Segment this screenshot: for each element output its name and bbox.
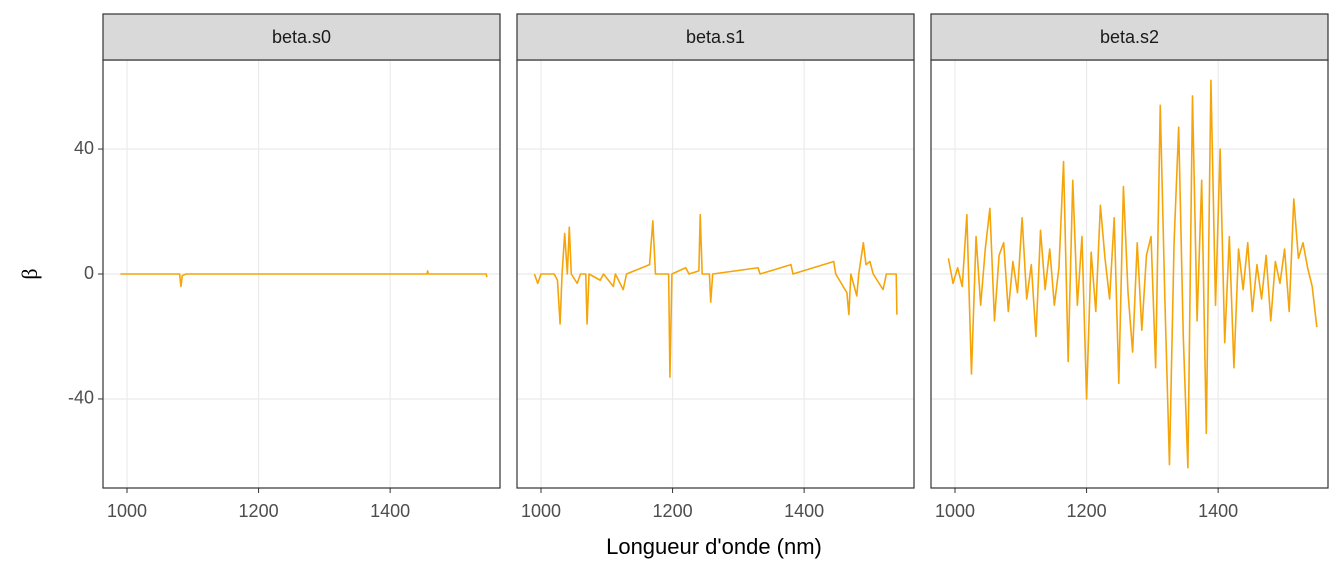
y-tick-label: 40 xyxy=(74,138,94,158)
strip xyxy=(102,13,501,61)
x-tick-label: 1400 xyxy=(784,501,824,521)
strip-label: beta.s0 xyxy=(272,27,331,47)
x-tick-label: 1400 xyxy=(370,501,410,521)
x-tick-label: 1200 xyxy=(239,501,279,521)
x-tick-label: 1400 xyxy=(1198,501,1238,521)
x-tick-label: 1200 xyxy=(1067,501,1107,521)
x-tick-label: 1000 xyxy=(935,501,975,521)
data-line xyxy=(120,270,488,288)
y-tick-label: -40 xyxy=(68,388,94,408)
strip xyxy=(516,13,915,61)
x-tick-label: 1000 xyxy=(107,501,147,521)
x-tick-label: 1200 xyxy=(653,501,693,521)
y-axis-title: β xyxy=(17,268,42,279)
y-tick-label: 0 xyxy=(84,263,94,283)
strip xyxy=(930,13,1329,61)
data-line xyxy=(533,213,898,378)
data-line xyxy=(947,79,1318,469)
x-tick-label: 1000 xyxy=(521,501,561,521)
strip-label: beta.s2 xyxy=(1100,27,1159,47)
x-axis-title: Longueur d'onde (nm) xyxy=(606,534,822,559)
strip-label: beta.s1 xyxy=(686,27,745,47)
